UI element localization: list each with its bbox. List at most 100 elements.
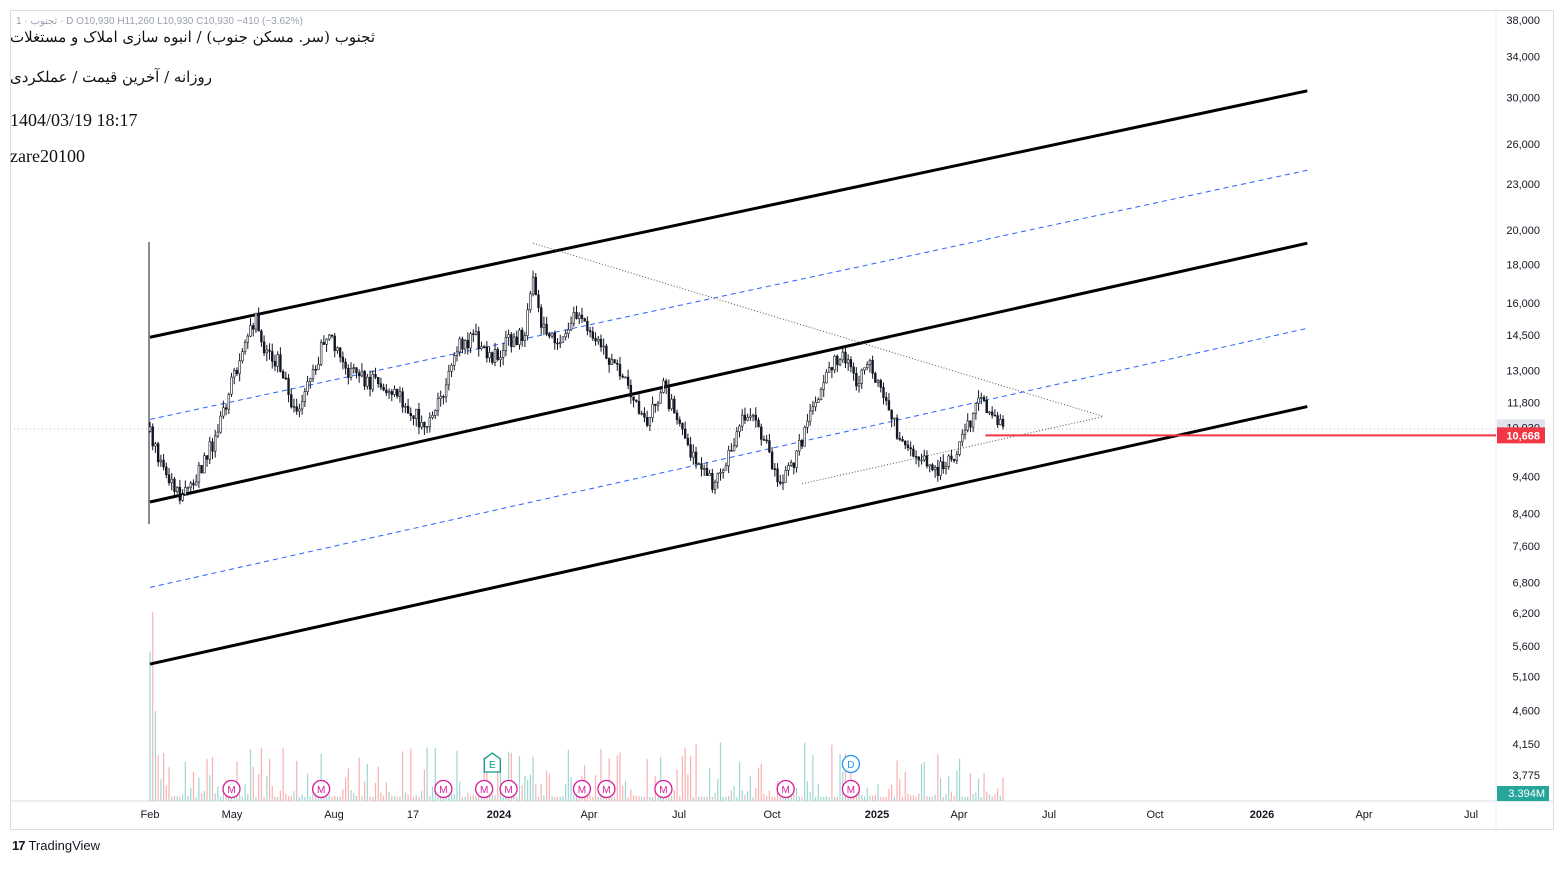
candle-body xyxy=(444,384,448,398)
candle-body xyxy=(999,418,1002,426)
event-marker-m[interactable]: M xyxy=(572,779,592,799)
volume-bar xyxy=(252,767,254,801)
event-marker-m[interactable]: M xyxy=(434,779,453,799)
volume-bar xyxy=(733,786,735,801)
candle-body xyxy=(314,369,317,371)
event-marker-m[interactable]: M xyxy=(597,779,616,799)
volume-bar xyxy=(679,796,681,801)
x-tick-label: Aug xyxy=(324,809,344,821)
volume-bar xyxy=(160,779,162,801)
volume-bar xyxy=(709,768,711,801)
candle-body xyxy=(871,360,874,374)
volume-bar xyxy=(524,776,526,801)
volume-bar xyxy=(527,780,529,801)
candle-body xyxy=(885,397,888,401)
volume-bar xyxy=(823,796,825,801)
candle-body xyxy=(214,435,217,452)
candle-body xyxy=(711,472,714,490)
volume-bar xyxy=(565,783,567,801)
triangle-line[interactable] xyxy=(532,242,1104,418)
candle-body xyxy=(602,345,605,348)
candle-body xyxy=(664,380,668,388)
volume-bar xyxy=(605,796,607,801)
candle-body xyxy=(162,459,165,468)
volume-label: 3.394M xyxy=(1508,788,1545,800)
volume-bar xyxy=(510,752,512,801)
channel-line-upper[interactable] xyxy=(149,89,1308,339)
candle-body xyxy=(534,276,537,296)
candle-body xyxy=(309,378,312,382)
tradingview-logo[interactable]: 17 TradingView xyxy=(12,838,100,853)
volume-bar xyxy=(198,777,200,801)
volume-bar xyxy=(635,795,637,801)
volume-bar xyxy=(861,794,863,801)
candle-body xyxy=(148,426,152,432)
candle-body xyxy=(241,351,244,362)
candle-body xyxy=(724,465,728,471)
candle-body xyxy=(208,441,211,460)
volume-bar xyxy=(641,796,643,801)
volume-bar xyxy=(165,785,167,801)
candle-body xyxy=(844,351,847,364)
candle-body xyxy=(876,380,880,383)
volume-bar xyxy=(684,747,686,801)
volume-bar xyxy=(176,796,178,801)
candle-body xyxy=(654,403,657,406)
event-marker-m[interactable]: M xyxy=(499,779,518,799)
event-marker-e[interactable]: E xyxy=(483,752,501,773)
axis-layer: Feb May Aug 17 2024 Apr Jul Oct 2025 Apr Jul Oct 202… xyxy=(141,15,1549,821)
volume-bar xyxy=(624,780,627,801)
volume-bar xyxy=(567,749,569,801)
candle-body xyxy=(203,455,206,474)
event-marker-d[interactable]: D xyxy=(841,754,861,774)
volume-bar xyxy=(410,748,412,801)
volume-bar xyxy=(402,751,404,801)
volume-bar xyxy=(983,773,985,801)
volume-bar xyxy=(450,794,453,801)
candle-body xyxy=(284,377,288,380)
event-marker-m[interactable]: M xyxy=(311,779,331,799)
candle-body xyxy=(431,415,434,418)
volume-bar xyxy=(896,760,898,801)
channel-line-middle[interactable] xyxy=(149,241,1308,504)
volume-bar xyxy=(388,791,390,801)
event-marker-m[interactable]: M xyxy=(841,779,861,799)
candle-body xyxy=(768,440,771,453)
volume-bar xyxy=(364,781,366,801)
meeting-icon xyxy=(654,779,673,799)
volume-bar xyxy=(361,796,363,801)
channel-line-lower[interactable] xyxy=(149,405,1308,666)
candle-body xyxy=(396,389,399,397)
candle-body xyxy=(575,312,578,319)
triangle-line[interactable] xyxy=(801,416,1104,485)
candle-body xyxy=(469,333,472,349)
volume-bar xyxy=(649,796,651,801)
volume-bar xyxy=(681,756,684,801)
candle-body xyxy=(683,428,687,439)
candle-body xyxy=(624,376,627,379)
candle-body xyxy=(830,367,834,371)
event-marker-m[interactable]: M xyxy=(474,779,494,799)
event-marker-m[interactable]: M xyxy=(654,779,673,799)
candle-body xyxy=(944,466,948,470)
x-tick-label: Jul xyxy=(1464,809,1478,821)
x-tick-label: Oct xyxy=(763,809,780,821)
volume-bar xyxy=(350,790,352,801)
candle-body xyxy=(863,367,866,371)
chart-title: ثجنوب (سر. مسکن جنوب) / انبوه سازی املاک… xyxy=(10,28,375,46)
event-label: M xyxy=(782,785,790,796)
candle-body xyxy=(493,349,497,363)
volume-bar xyxy=(891,784,893,801)
volume-bar xyxy=(306,773,309,801)
event-marker-m[interactable]: M xyxy=(776,779,795,799)
event-marker-m[interactable]: M xyxy=(222,779,241,799)
volume-bar xyxy=(725,796,727,801)
volume-bar xyxy=(535,784,537,801)
candle-body xyxy=(260,330,263,343)
candle-body xyxy=(648,417,652,426)
candle-body xyxy=(485,346,489,359)
volume-bar xyxy=(518,756,521,801)
event-label: E xyxy=(489,760,496,771)
candle-body xyxy=(719,472,722,474)
